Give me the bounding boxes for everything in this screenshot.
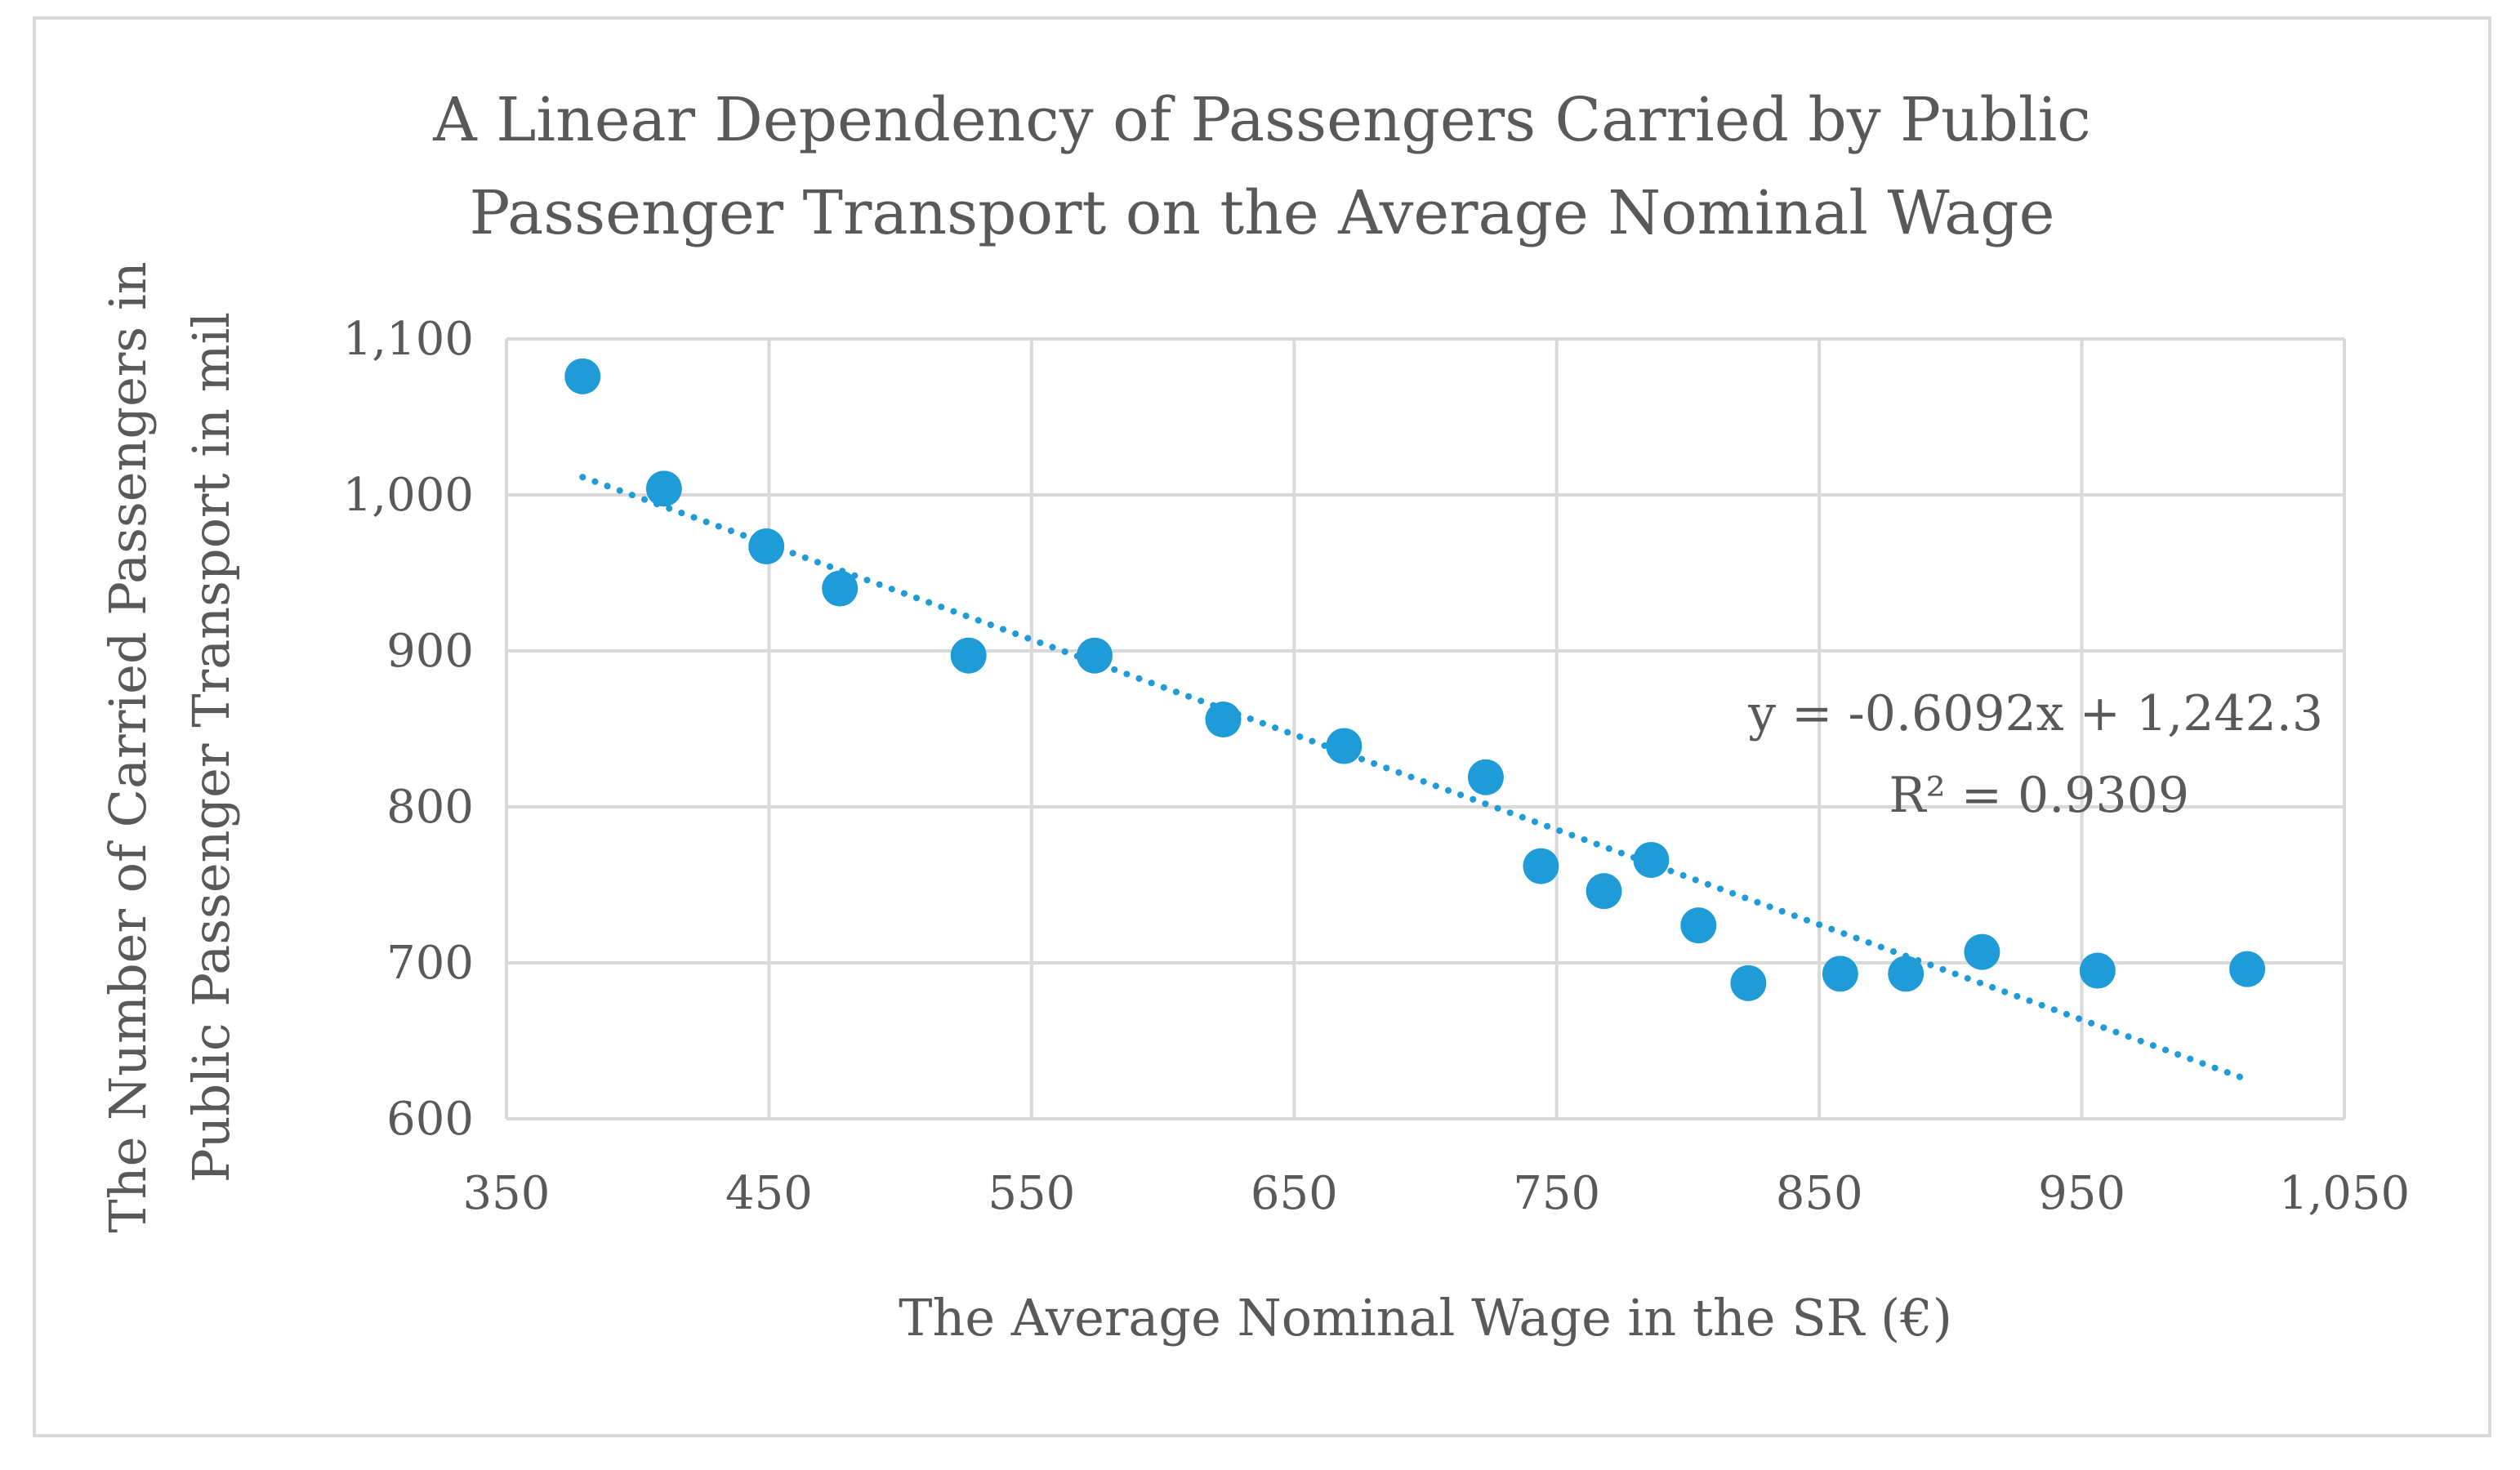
- gridlines: [505, 337, 2346, 1120]
- y-tick-label: 900: [386, 625, 474, 678]
- data-point: [564, 358, 601, 394]
- data-point: [1633, 841, 1670, 878]
- x-tick-label: 650: [1251, 1167, 1338, 1220]
- x-axis-title: The Average Nominal Wage in the SR (€): [899, 1288, 1952, 1348]
- trendline: [579, 474, 2251, 1083]
- trendline-r-squared-text: R² = 0.9309: [1889, 767, 2189, 824]
- data-points: [564, 358, 2266, 1001]
- x-tick-label: 450: [725, 1167, 813, 1220]
- data-point: [2079, 952, 2116, 989]
- data-point: [645, 470, 682, 507]
- y-tick-label: 600: [386, 1093, 474, 1146]
- y-tick-label: 700: [386, 937, 474, 990]
- x-tick-label: 550: [988, 1167, 1075, 1220]
- x-tick-label: 850: [1776, 1167, 1863, 1220]
- data-point: [1680, 907, 1717, 944]
- data-point: [1964, 933, 2000, 970]
- data-point: [1326, 728, 1363, 764]
- chart-title: A Linear Dependency of Passengers Carrie…: [432, 85, 2090, 248]
- y-tick-label: 1,100: [343, 313, 474, 366]
- data-point: [1730, 964, 1767, 1001]
- data-point: [1077, 637, 1113, 674]
- chart-title-line-2: Passenger Transport on the Average Nomin…: [470, 178, 2055, 248]
- data-point: [1888, 956, 1925, 992]
- trendline-equation: y = -0.6092x + 1,242.3 R² = 0.9309: [1747, 685, 2323, 824]
- data-point: [950, 637, 987, 674]
- x-tick-label: 350: [463, 1167, 551, 1220]
- data-point: [2229, 951, 2266, 987]
- data-point: [1586, 873, 1622, 910]
- x-tick-label: 950: [2038, 1167, 2125, 1220]
- y-axis-title-line-2: Public Passenger Transport in mil: [181, 312, 241, 1183]
- tick-labels: 600 700 800 900 1,000 1,100 350 450 550 650 750 850…: [343, 313, 2410, 1220]
- x-tick-label: 1,050: [2279, 1167, 2410, 1220]
- data-point: [748, 528, 785, 565]
- trendline-line: [579, 474, 2251, 1083]
- chart-title-line-1: A Linear Dependency of Passengers Carrie…: [432, 85, 2090, 155]
- data-point: [1467, 759, 1504, 795]
- y-tick-label: 800: [386, 781, 474, 834]
- y-axis-title-line-1: The Number of Carried Passengers in: [98, 261, 158, 1232]
- trendline-equation-text: y = -0.6092x + 1,242.3: [1747, 685, 2323, 742]
- data-point: [1822, 956, 1858, 992]
- data-point: [1523, 848, 1559, 884]
- y-tick-label: 1,000: [343, 469, 474, 522]
- x-tick-label: 750: [1513, 1167, 1600, 1220]
- data-point: [822, 570, 859, 607]
- y-axis-title: The Number of Carried Passengers in Publ…: [98, 261, 241, 1232]
- data-point: [1205, 702, 1242, 738]
